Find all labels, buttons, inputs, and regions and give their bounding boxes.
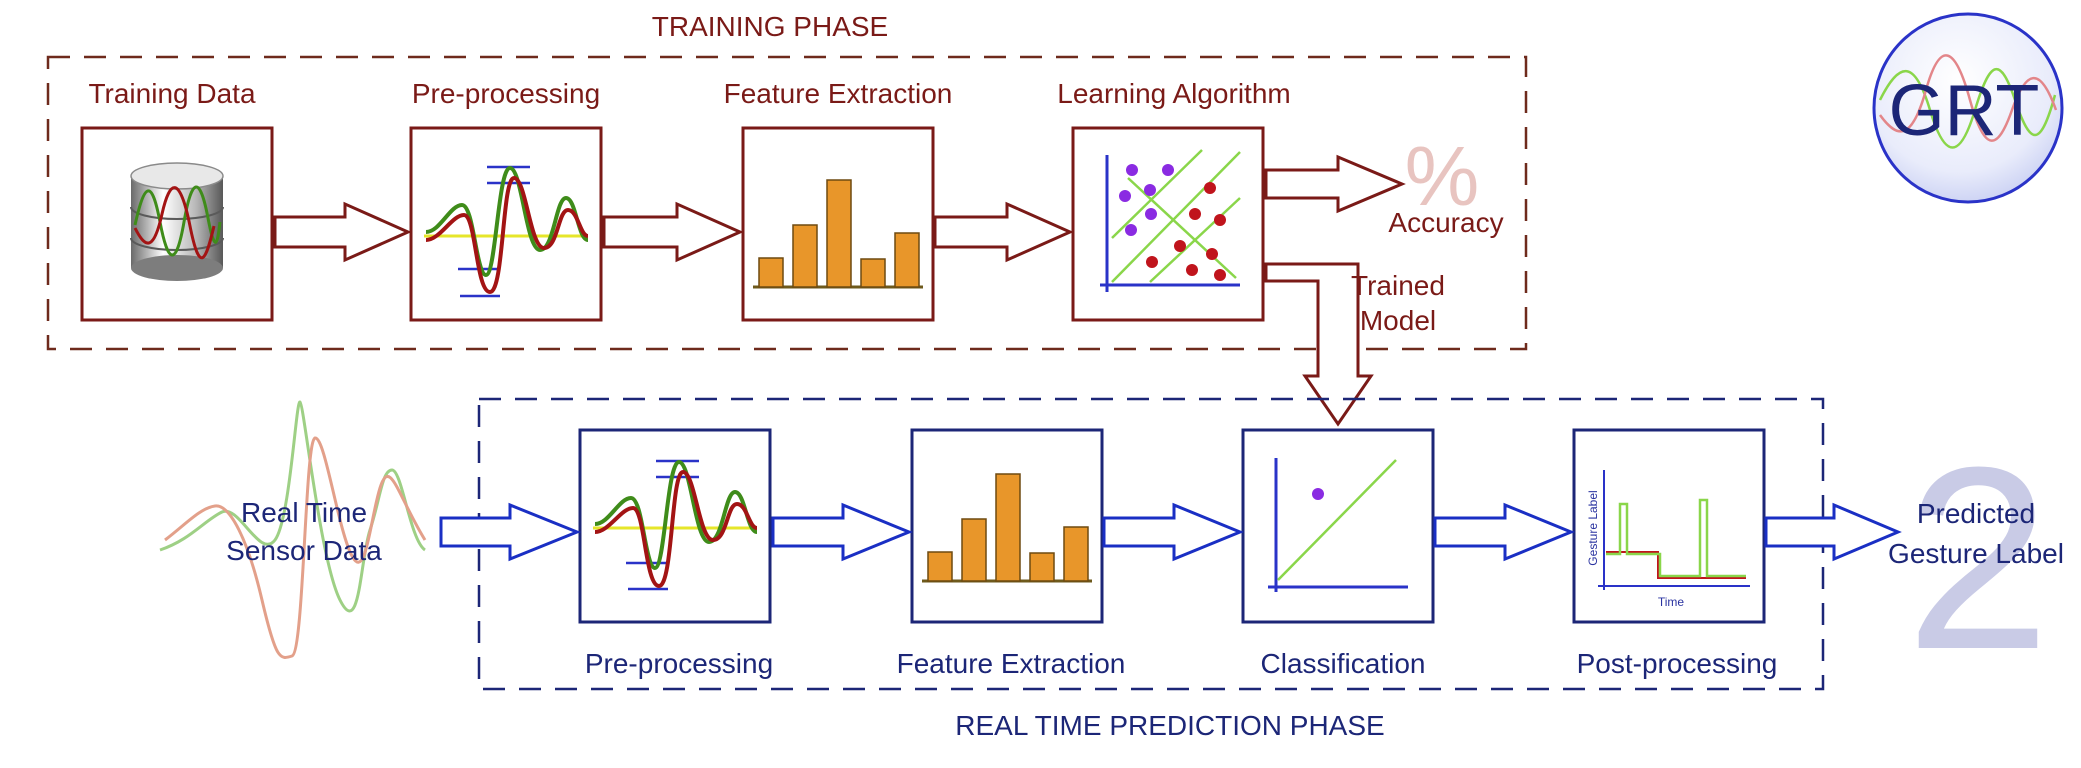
train-preprocessing-wave-icon	[424, 165, 589, 298]
sensor-wave-icon	[159, 400, 427, 659]
post-processing-chart-icon: Gesture Label Time	[1586, 470, 1750, 609]
post-chart-xlabel: Time	[1658, 595, 1685, 609]
arrow-icon	[1764, 502, 1902, 562]
train-feature-bar	[826, 179, 852, 288]
post-chart-ylabel: Gesture Label	[1586, 490, 1600, 565]
output-label-line1: Predicted	[1917, 498, 2035, 529]
arrow-icon	[1433, 502, 1575, 562]
database-icon	[130, 162, 224, 281]
accuracy-percent-icon: %	[1405, 129, 1480, 223]
output-label-line2: Gesture Label	[1888, 538, 2064, 569]
classification-box	[1241, 428, 1435, 624]
prediction-phase-title: REAL TIME PREDICTION PHASE	[955, 710, 1384, 741]
accuracy-label: Accuracy	[1388, 207, 1503, 238]
logo-text: GRT	[1889, 71, 2040, 151]
training-phase-title: TRAINING PHASE	[652, 11, 888, 42]
train-feature-bars-icon	[753, 179, 923, 289]
pred-feature-bar	[1063, 526, 1089, 582]
pred-preprocessing-wave-icon	[593, 459, 758, 591]
post-processing-box	[1572, 428, 1766, 624]
stage-label-pred-preprocessing: Pre-processing	[585, 648, 773, 679]
stage-label-classification: Classification	[1261, 648, 1426, 679]
train-feature-bar	[860, 258, 886, 288]
watermark-two: 2	[1906, 414, 2051, 704]
classification-icon	[1268, 458, 1408, 592]
pred-feature-bar	[927, 551, 953, 582]
train-feature-bar	[792, 224, 818, 288]
sensor-label-line1: Real Time	[241, 497, 367, 528]
sensor-label-line2: Sensor Data	[226, 535, 382, 566]
arrow-icon	[1264, 154, 1406, 214]
train-feature-bar	[894, 232, 920, 288]
pred-feature-bar	[995, 473, 1021, 582]
arrow-icon	[1102, 502, 1244, 562]
training-arrows	[273, 154, 1406, 427]
arrow-icon	[933, 201, 1074, 263]
stage-label-learning-algorithm: Learning Algorithm	[1057, 78, 1290, 109]
pred-feature-bars-icon	[922, 473, 1092, 583]
arrow-icon	[273, 201, 412, 263]
trained-model-label-line1: Trained	[1351, 270, 1445, 301]
stage-label-train-preprocessing: Pre-processing	[412, 78, 600, 109]
arrow-icon	[602, 201, 744, 263]
trained-model-label-line2: Model	[1360, 305, 1436, 336]
stage-label-pred-feature-extraction: Feature Extraction	[897, 648, 1126, 679]
train-preprocessing-box	[409, 126, 603, 322]
pred-feature-bar	[1029, 552, 1055, 582]
learning-scatter-icon	[1100, 149, 1241, 292]
stage-label-post-processing: Post-processing	[1577, 648, 1778, 679]
grt-logo: GRT	[1872, 12, 2064, 204]
arrow-icon	[439, 502, 582, 562]
training-phase-frame	[46, 55, 1528, 351]
arrow-icon	[771, 502, 913, 562]
train-feature-bar	[758, 257, 784, 288]
stage-label-training-data: Training Data	[88, 78, 255, 109]
stage-label-train-feature-extraction: Feature Extraction	[724, 78, 953, 109]
prediction-arrows	[439, 502, 1902, 562]
pred-feature-bar	[961, 518, 987, 582]
